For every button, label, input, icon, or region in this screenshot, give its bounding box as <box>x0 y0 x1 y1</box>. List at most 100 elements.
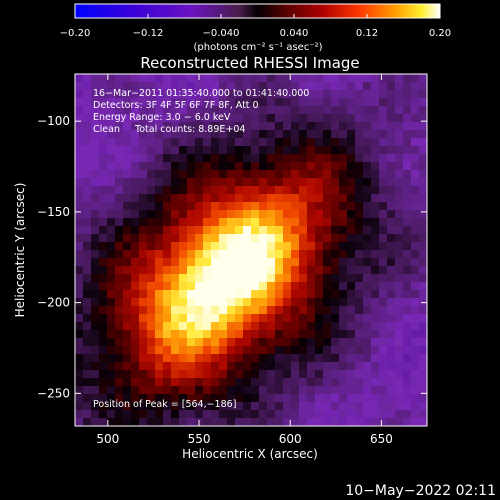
heatmap-cell <box>147 378 156 387</box>
heatmap-cell <box>307 258 316 267</box>
heatmap-cell <box>219 106 228 115</box>
heatmap-cell <box>75 226 84 235</box>
heatmap-cell <box>91 138 100 147</box>
heatmap-cell <box>419 242 427 251</box>
heatmap-cell <box>147 386 156 395</box>
heatmap-cell <box>195 178 204 187</box>
heatmap-cell <box>387 298 396 307</box>
heatmap-cell <box>379 210 388 219</box>
heatmap-cell <box>275 290 284 299</box>
heatmap-cell <box>323 226 332 235</box>
heatmap-cell <box>115 210 124 219</box>
heatmap-cell <box>83 322 92 331</box>
heatmap-cell <box>315 106 324 115</box>
heatmap-cell <box>379 290 388 299</box>
heatmap-cell <box>171 90 180 99</box>
heatmap-cell <box>83 154 92 163</box>
heatmap-cell <box>339 194 348 203</box>
heatmap-cell <box>379 242 388 251</box>
heatmap-cell <box>403 346 412 355</box>
heatmap-cell <box>331 114 340 123</box>
heatmap-cell <box>195 202 204 211</box>
heatmap-cell <box>315 146 324 155</box>
heatmap-cell <box>275 114 284 123</box>
heatmap-cell <box>163 82 172 91</box>
heatmap-cell <box>331 378 340 387</box>
heatmap-cell <box>235 106 244 115</box>
heatmap-cell <box>387 402 396 411</box>
heatmap-cell <box>251 98 260 107</box>
heatmap-cell <box>75 98 84 107</box>
heatmap-cell <box>203 274 212 283</box>
heatmap-cell <box>315 378 324 387</box>
heatmap-cell <box>331 146 340 155</box>
heatmap-cell <box>251 314 260 323</box>
heatmap-cell <box>107 202 116 211</box>
heatmap-cell <box>363 178 372 187</box>
heatmap-cell <box>123 250 132 259</box>
heatmap-cell <box>163 274 172 283</box>
heatmap-cell <box>363 314 372 323</box>
heatmap-cell <box>147 90 156 99</box>
heatmap-cell <box>339 394 348 403</box>
heatmap-cell <box>171 370 180 379</box>
heatmap-cell <box>147 82 156 91</box>
heatmap-cell <box>211 250 220 259</box>
heatmap-cell <box>83 258 92 267</box>
heatmap-cell <box>243 362 252 371</box>
heatmap-cell <box>123 138 132 147</box>
heatmap-cell <box>299 250 308 259</box>
heatmap-cell <box>139 170 148 179</box>
heatmap-cell <box>123 210 132 219</box>
heatmap-cell <box>355 226 364 235</box>
heatmap-cell <box>139 146 148 155</box>
peak-position-label: Position of Peak = [564,−186] <box>93 399 236 410</box>
heatmap-cell <box>83 306 92 315</box>
heatmap-cell <box>371 266 380 275</box>
heatmap-cell <box>131 170 140 179</box>
heatmap-cell <box>355 338 364 347</box>
heatmap-cell <box>83 338 92 347</box>
heatmap-cell <box>259 282 268 291</box>
heatmap-cell <box>307 306 316 315</box>
heatmap-cell <box>227 402 236 411</box>
heatmap-cell <box>75 266 84 275</box>
heatmap-cell <box>339 370 348 379</box>
heatmap-cell <box>411 194 420 203</box>
heatmap-cell <box>283 258 292 267</box>
heatmap-cell <box>195 322 204 331</box>
heatmap-cell <box>147 130 156 139</box>
heatmap-cell <box>299 282 308 291</box>
heatmap-cell <box>299 290 308 299</box>
heatmap-cell <box>123 98 132 107</box>
heatmap-cell <box>91 338 100 347</box>
heatmap-cell <box>227 106 236 115</box>
heatmap-cell <box>419 146 427 155</box>
heatmap-cell <box>395 242 404 251</box>
heatmap-cell <box>123 218 132 227</box>
heatmap-cell <box>323 90 332 99</box>
heatmap-cell <box>187 338 196 347</box>
heatmap-cell <box>187 274 196 283</box>
heatmap-cell <box>387 202 396 211</box>
heatmap-cell <box>347 130 356 139</box>
heatmap-cell <box>315 418 324 426</box>
heatmap-cell <box>203 210 212 219</box>
heatmap-cell <box>371 330 380 339</box>
heatmap-cell <box>403 258 412 267</box>
heatmap-cell <box>395 74 404 83</box>
heatmap-cell <box>363 282 372 291</box>
heatmap-cell <box>99 202 108 211</box>
heatmap-cell <box>243 178 252 187</box>
heatmap-cell <box>395 122 404 131</box>
heatmap-cell <box>235 210 244 219</box>
heatmap-cell <box>315 114 324 123</box>
heatmap-cell <box>339 314 348 323</box>
heatmap-cell <box>179 394 188 403</box>
heatmap-cell <box>283 122 292 131</box>
heatmap-cell <box>211 378 220 387</box>
heatmap-cell <box>219 146 228 155</box>
heatmap-cell <box>115 418 124 426</box>
heatmap-cell <box>163 346 172 355</box>
heatmap-cell <box>235 258 244 267</box>
